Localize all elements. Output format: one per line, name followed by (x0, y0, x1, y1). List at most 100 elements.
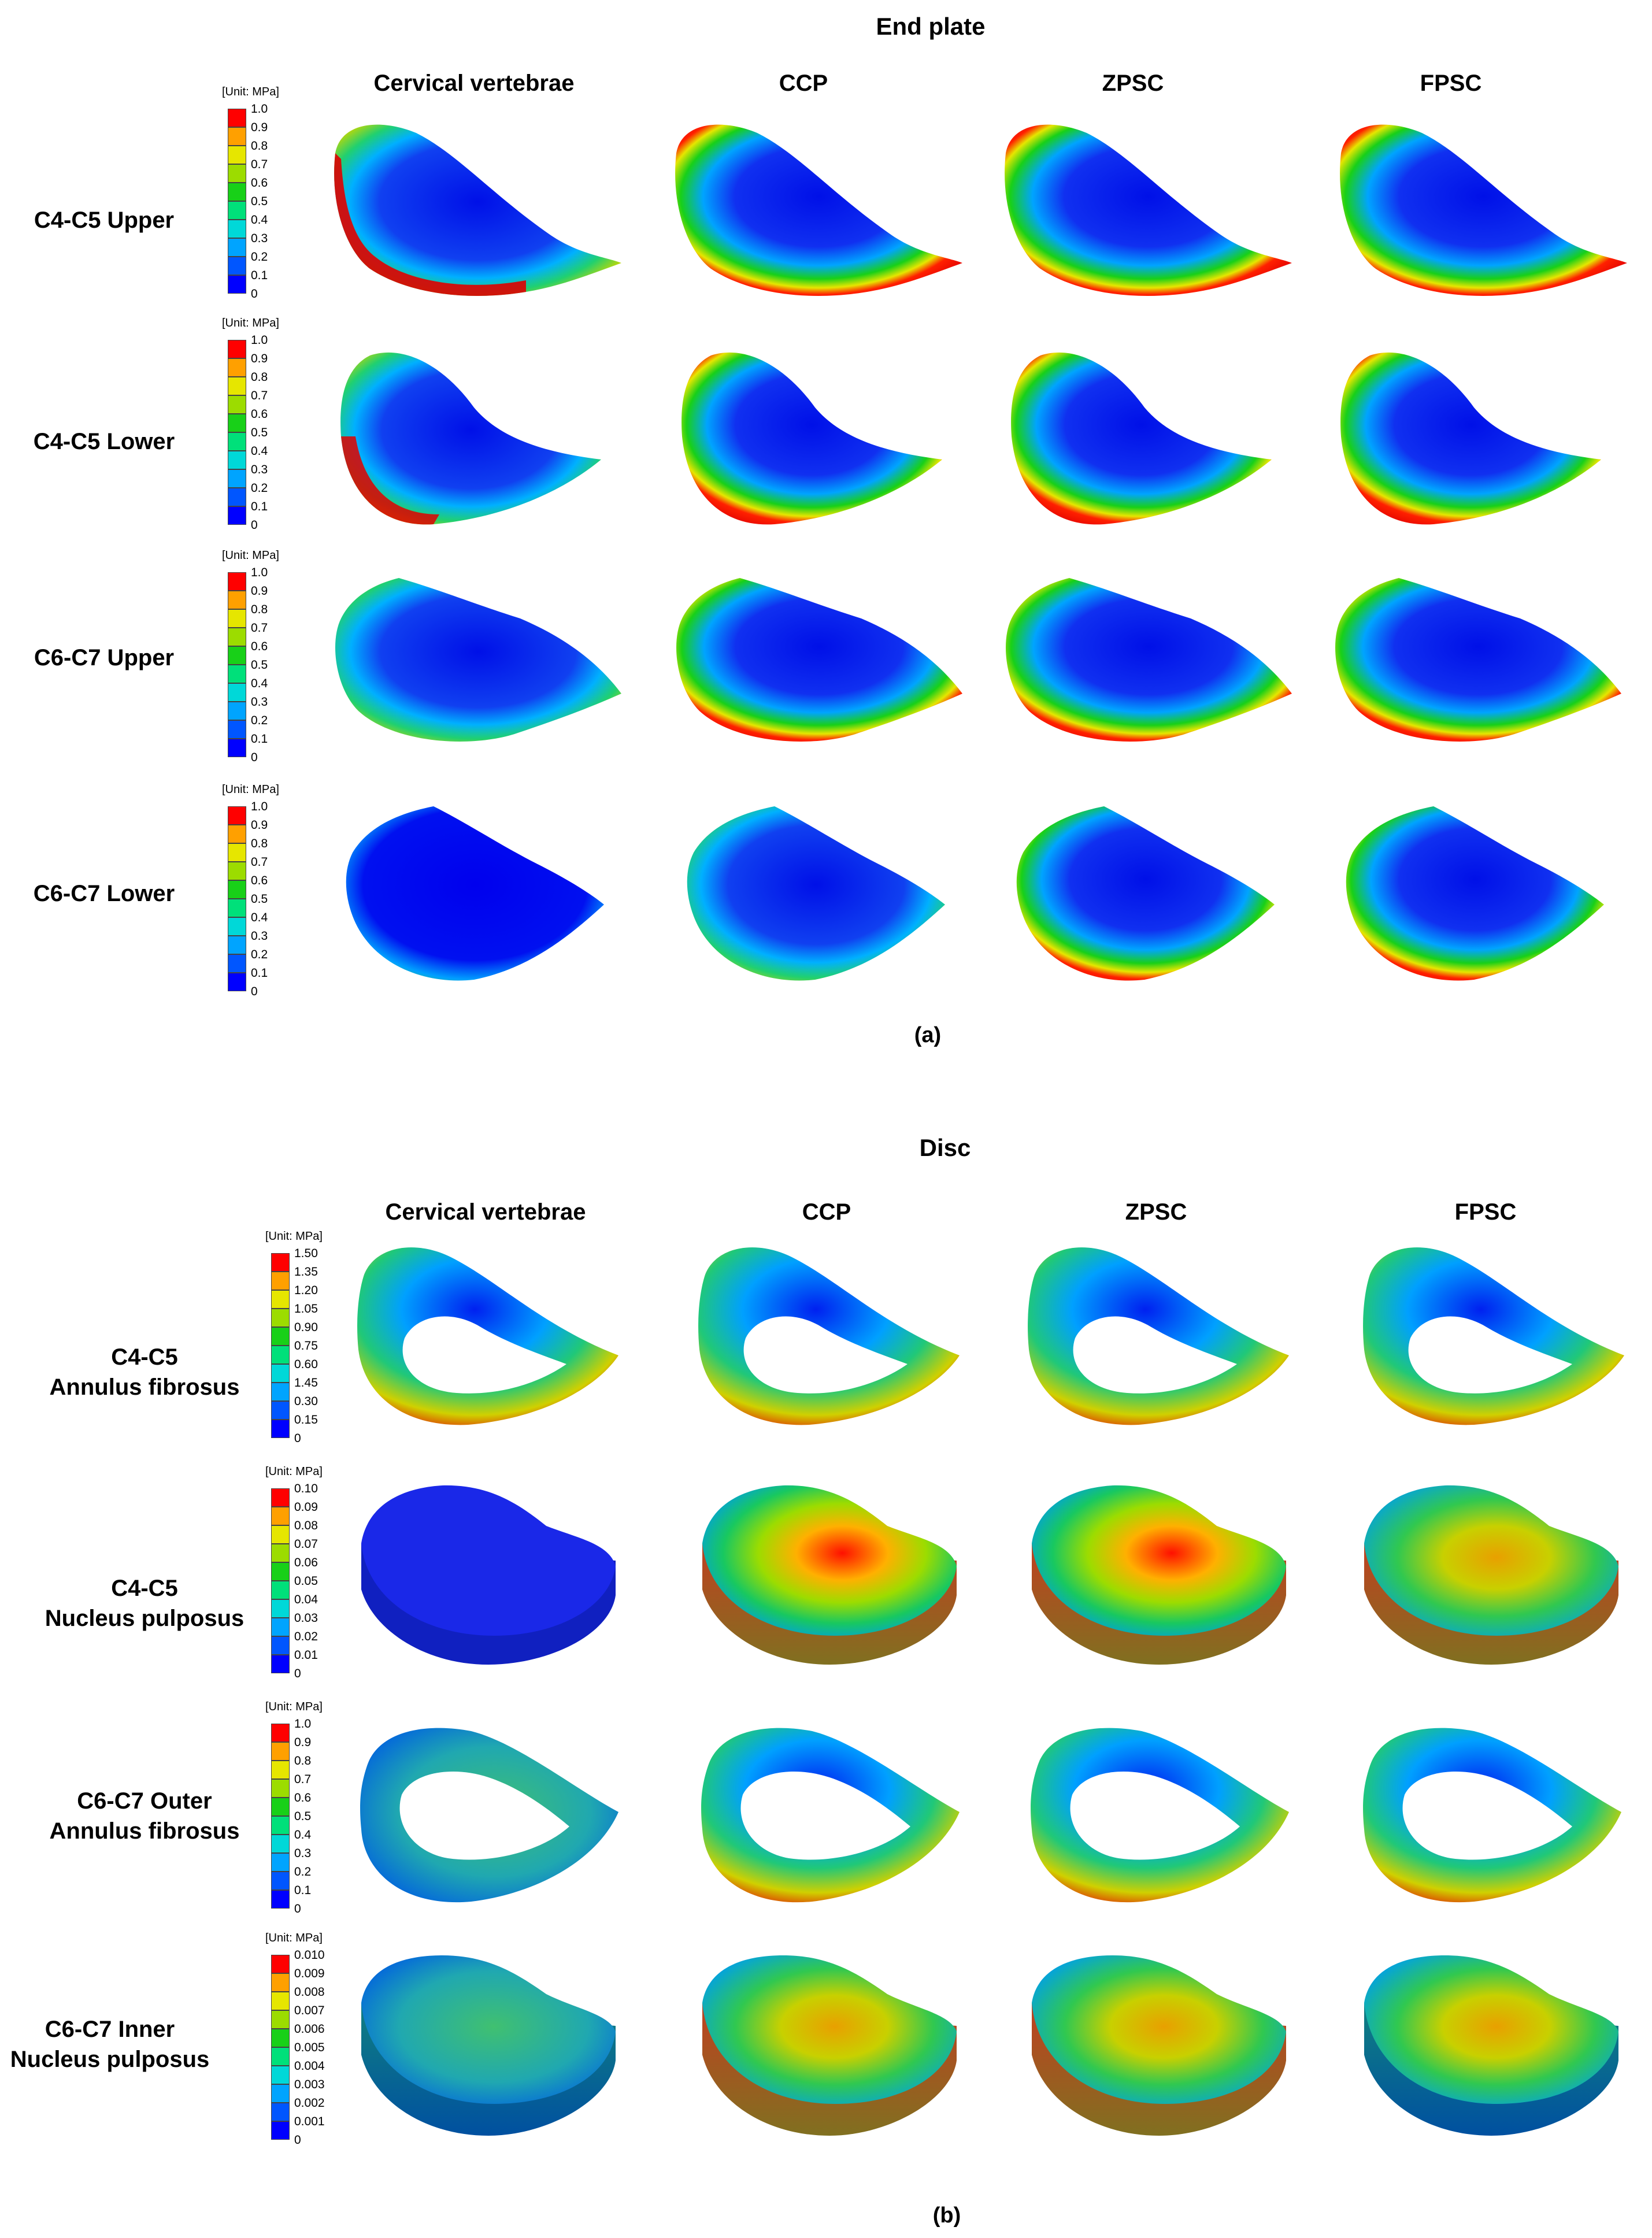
row-label-c6c7-upper: C6-C7 Upper (34, 645, 175, 670)
legend-swatch (228, 954, 246, 973)
legend-tick-label: 0.10 (294, 1482, 318, 1495)
legend-swatch (271, 1636, 290, 1655)
panel-b-caption: (b) (932, 2203, 961, 2228)
legend-swatch (228, 646, 246, 665)
legend-tick-label: 0.8 (251, 603, 268, 616)
legend-tick-label: 0.1 (294, 1884, 312, 1897)
legend-tick-label: 0.06 (294, 1556, 318, 1569)
nucleus-stress-map (702, 1485, 957, 1665)
legend-tick-label: 0.009 (294, 1967, 325, 1980)
legend-tick-label: 0.7 (251, 158, 268, 171)
legend-tick-label: 0.8 (251, 837, 268, 850)
nucleus-stress-map (361, 1955, 616, 2136)
legend-tick-label: 0.1 (251, 732, 268, 746)
legend-tick-label: 0.3 (294, 1847, 312, 1860)
legend-tick-label: 0.05 (294, 1574, 318, 1588)
legend-unit: [Unit: MPa] (265, 1230, 323, 1243)
legend-swatch (271, 1655, 290, 1673)
legend-tick-label: 0.4 (251, 213, 268, 227)
legend-tick-label: 0.5 (251, 195, 268, 208)
annulus-stress-map (360, 1728, 618, 1903)
panel-b-column-title: FPSC (1454, 1199, 1517, 1225)
legend-swatch (271, 2103, 290, 2121)
legend-tick-label: 0.9 (251, 818, 268, 832)
legend-tick-label: 0 (251, 985, 258, 998)
legend-tick-label: 1.05 (294, 1302, 318, 1316)
panel-b-column-title: ZPSC (1125, 1199, 1187, 1225)
legend-tick-label: 0.90 (294, 1321, 318, 1334)
legend-tick-label: 0.5 (251, 426, 268, 439)
legend-tick-label: 1.45 (294, 1376, 318, 1390)
end-plate-stress-map (335, 578, 621, 742)
end-plate-stress-map (681, 352, 942, 525)
legend-tick-label: 0.2 (251, 948, 268, 961)
legend-tick-label: 0.9 (251, 352, 268, 365)
legend-tick-label: 0.03 (294, 1611, 318, 1625)
legend-swatch (271, 1872, 290, 1890)
legend-tick-label: 0.007 (294, 2004, 325, 2017)
legend-bar (271, 1724, 290, 1909)
legend-swatch (228, 201, 246, 220)
legend-swatch (228, 469, 246, 488)
legend-tick-label: 1.35 (294, 1265, 318, 1279)
legend-swatch (228, 451, 246, 469)
legend-swatch (228, 432, 246, 451)
legend-tick-label: 0.9 (251, 584, 268, 598)
legend-tick-label: 0.02 (294, 1630, 318, 1643)
legend-tick-label: 0.6 (294, 1791, 312, 1805)
legend-swatch (228, 164, 246, 183)
legend-swatch (228, 665, 246, 683)
color-legend: [Unit: MPa] 1.0 0.9 0.8 0.7 0.6 0.5 0.4 0.3 0.2 0… (220, 549, 335, 764)
nucleus-stress-map (1364, 1485, 1618, 1665)
legend-swatch (271, 2010, 290, 2029)
panel-a-title: End plate (876, 13, 986, 40)
nucleus-stress-map (702, 1955, 957, 2136)
legend-unit: [Unit: MPa] (222, 86, 279, 98)
legend-swatch (228, 275, 246, 294)
legend-tick-label: 0.07 (294, 1537, 318, 1551)
end-plate-stress-map (1335, 578, 1621, 742)
legend-swatch (228, 146, 246, 164)
legend-bar (271, 1955, 290, 2140)
legend-swatch (228, 628, 246, 646)
legend-swatch (228, 109, 246, 127)
legend-tick-label: 0.3 (251, 232, 268, 245)
legend-swatch (271, 2066, 290, 2084)
legend-tick-label: 0.8 (294, 1754, 312, 1768)
row-label-line: C6-C7 Outer (77, 1788, 212, 1814)
legend-swatch (228, 220, 246, 238)
legend-tick-label: 0.3 (251, 929, 268, 943)
legend-bar (228, 340, 246, 525)
legend-tick-label: 0.1 (251, 269, 268, 282)
legend-tick-label: 0.7 (251, 855, 268, 869)
legend-swatch (271, 1724, 290, 1742)
nucleus-stress-map (1032, 1955, 1286, 2136)
legend-swatch (271, 1364, 290, 1383)
legend-tick-label: 0.4 (251, 911, 268, 924)
legend-swatch (271, 1253, 290, 1272)
color-legend: [Unit: MPa] 1.0 0.9 0.8 0.7 0.6 0.5 0.4 0.3 0.2 0… (220, 783, 335, 998)
legend-swatch (228, 973, 246, 991)
row-label-line: C4-C5 (111, 1576, 178, 1601)
legend-unit: [Unit: MPa] (222, 549, 279, 562)
legend-bar (271, 1253, 290, 1438)
nucleus-stress-map (1032, 1485, 1286, 1665)
legend-tick-label: 1.20 (294, 1284, 318, 1297)
legend-unit: [Unit: MPa] (265, 1465, 323, 1478)
row-label-line: Annulus fibrosus (49, 1374, 240, 1400)
annulus-stress-map (1363, 1728, 1621, 1903)
legend-swatch (271, 1835, 290, 1853)
row-label-c6c7-lower: C6-C7 Lower (33, 881, 175, 906)
legend-swatch (228, 488, 246, 506)
legend-swatch (271, 1853, 290, 1872)
legend-swatch (228, 127, 246, 146)
annulus-stress-map (698, 1247, 960, 1425)
legend-swatch (271, 2121, 290, 2140)
legend-swatch (271, 1816, 290, 1835)
annulus-stress-map (1031, 1728, 1289, 1903)
end-plate-stress-map (346, 806, 604, 981)
end-plate-stress-map (340, 352, 601, 525)
legend-tick-label: 0.3 (251, 695, 268, 709)
panel-a-column-title: FPSC (1420, 71, 1482, 96)
legend-swatch (271, 2047, 290, 2066)
